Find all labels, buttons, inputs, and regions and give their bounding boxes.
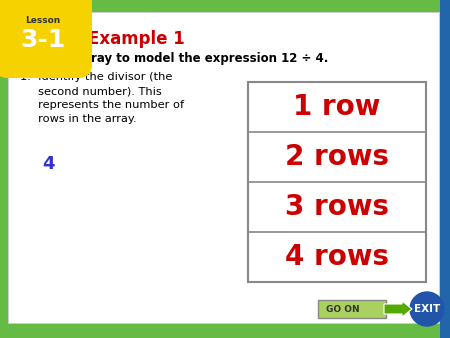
FancyBboxPatch shape <box>0 324 450 338</box>
Text: 1 row: 1 row <box>293 93 381 121</box>
Text: EXIT: EXIT <box>414 304 440 314</box>
FancyBboxPatch shape <box>0 0 92 78</box>
FancyBboxPatch shape <box>0 0 450 12</box>
Text: second number). This: second number). This <box>20 86 162 96</box>
Text: Lesson: Lesson <box>25 16 61 25</box>
Text: 4 rows: 4 rows <box>285 243 389 271</box>
Text: rows in the array.: rows in the array. <box>20 114 137 124</box>
FancyBboxPatch shape <box>8 12 440 324</box>
Text: 4: 4 <box>42 155 54 173</box>
FancyArrow shape <box>384 301 412 317</box>
FancyBboxPatch shape <box>248 82 426 282</box>
FancyBboxPatch shape <box>318 300 386 318</box>
Text: Example 1: Example 1 <box>88 30 185 48</box>
FancyBboxPatch shape <box>440 0 450 338</box>
Text: 3-1: 3-1 <box>20 28 66 52</box>
Text: GO ON: GO ON <box>326 305 360 314</box>
FancyBboxPatch shape <box>0 0 8 338</box>
Text: Draw an array to model the expression 12 ÷ 4.: Draw an array to model the expression 12… <box>18 52 328 65</box>
Text: 1.  Identify the divisor (the: 1. Identify the divisor (the <box>20 72 172 82</box>
Text: 2 rows: 2 rows <box>285 143 389 171</box>
Text: represents the number of: represents the number of <box>20 100 184 110</box>
Circle shape <box>410 292 444 326</box>
Text: 3 rows: 3 rows <box>285 193 389 221</box>
